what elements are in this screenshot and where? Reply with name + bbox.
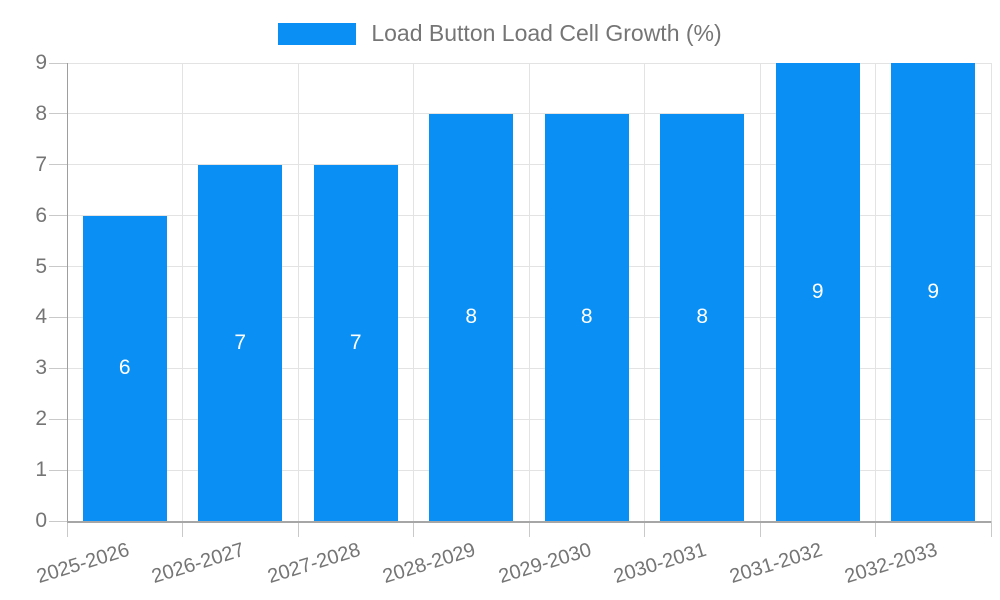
- gridline-vertical: [413, 63, 414, 521]
- gridline-vertical: [182, 63, 183, 521]
- y-axis-tick: [49, 62, 67, 64]
- y-axis-label: 8: [35, 101, 47, 125]
- y-axis-tick: [49, 215, 67, 217]
- y-axis-label: 4: [35, 305, 47, 329]
- bar-value-label: 6: [118, 356, 131, 380]
- y-axis-label: 6: [35, 203, 47, 227]
- bar-value-label: 8: [696, 305, 709, 329]
- x-axis-tick: [66, 521, 68, 537]
- y-axis-label: 2: [35, 407, 47, 431]
- legend-item[interactable]: Load Button Load Cell Growth (%): [278, 20, 722, 47]
- y-axis-label: 9: [35, 51, 47, 74]
- bar: 7: [313, 164, 398, 521]
- bar-value-label: 8: [580, 305, 593, 329]
- bar-value-label: 7: [234, 330, 247, 354]
- legend: Load Button Load Cell Growth (%): [0, 20, 1000, 47]
- gridline-vertical: [875, 63, 876, 521]
- x-axis-tick: [413, 521, 414, 537]
- y-axis-tick: [49, 266, 67, 268]
- gridline-vertical: [297, 63, 299, 521]
- bar: 9: [891, 63, 976, 521]
- bar: 8: [429, 113, 514, 521]
- x-axis-line: [67, 521, 991, 523]
- bar-value-label: 7: [349, 330, 362, 354]
- y-axis-tick: [49, 113, 67, 115]
- bar: 8: [544, 113, 629, 521]
- bar: 6: [82, 215, 167, 521]
- y-axis-line: [66, 63, 68, 521]
- bar: 9: [775, 63, 860, 521]
- y-axis-tick: [49, 164, 67, 166]
- y-axis-label: 3: [35, 356, 47, 380]
- y-axis-label: 0: [35, 509, 47, 532]
- y-axis-label: 5: [35, 254, 47, 278]
- y-axis-tick: [49, 418, 67, 420]
- gridline-vertical: [644, 63, 645, 521]
- y-axis-tick: [49, 367, 67, 369]
- x-axis-tick: [875, 521, 876, 537]
- x-axis-tick: [182, 521, 183, 537]
- gridline-vertical: [759, 63, 761, 521]
- x-axis-tick: [528, 521, 530, 537]
- legend-label: Load Button Load Cell Growth (%): [371, 20, 722, 46]
- y-axis-label: 7: [35, 152, 47, 176]
- x-axis-tick: [759, 521, 761, 537]
- bar-value-label: 8: [465, 305, 478, 329]
- x-axis-tick: [990, 521, 992, 537]
- legend-swatch: [278, 22, 357, 45]
- x-axis-tick: [644, 521, 645, 537]
- y-axis-tick: [49, 316, 67, 318]
- y-axis-tick: [49, 520, 67, 522]
- gridline-vertical: [990, 63, 992, 521]
- x-axis-tick: [297, 521, 299, 537]
- bar: 8: [660, 113, 745, 521]
- bar-value-label: 9: [927, 280, 940, 303]
- y-axis-label: 1: [35, 458, 47, 482]
- gridline-vertical: [528, 63, 530, 521]
- y-axis-tick: [49, 469, 67, 471]
- bar: 7: [198, 164, 283, 521]
- bar-value-label: 9: [811, 280, 824, 303]
